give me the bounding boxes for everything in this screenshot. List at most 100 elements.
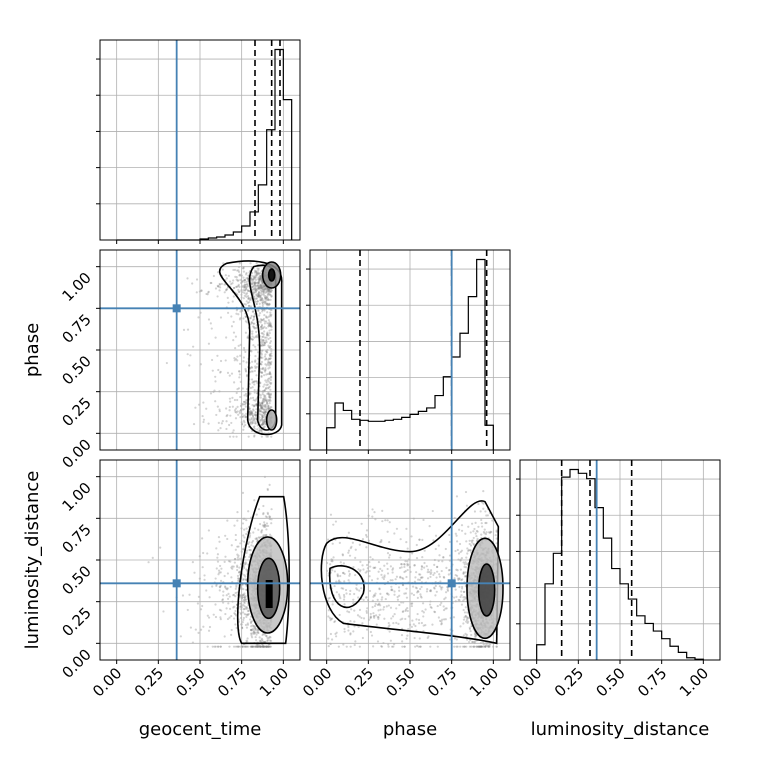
sample-point <box>369 612 372 616</box>
sample-point <box>348 554 352 557</box>
sample-point <box>480 645 483 648</box>
sample-point <box>440 588 443 591</box>
sample-point <box>238 376 241 379</box>
sample-point <box>269 645 272 648</box>
sample-point <box>372 645 375 648</box>
sample-point <box>263 420 266 423</box>
sample-point <box>369 615 372 618</box>
sample-point <box>261 415 264 419</box>
panel-hist-luminosity-distance <box>516 459 721 664</box>
sample-point <box>263 313 266 317</box>
sample-point <box>254 285 257 288</box>
sample-point <box>362 617 366 620</box>
sample-point <box>269 378 272 382</box>
sample-point <box>243 283 247 286</box>
sample-point <box>259 277 263 280</box>
sample-point <box>268 377 271 380</box>
sample-point <box>262 288 265 291</box>
sample-point <box>265 358 268 361</box>
sample-point <box>251 403 254 407</box>
sample-point <box>433 610 436 613</box>
sample-point <box>266 303 269 306</box>
sample-point <box>254 365 257 368</box>
sample-point <box>379 604 382 607</box>
sample-point <box>261 287 264 290</box>
sample-point <box>480 518 483 522</box>
tick-label-y: 1.00 <box>58 479 94 515</box>
sample-point <box>434 547 437 551</box>
sample-point <box>263 633 266 636</box>
sample-point <box>267 377 270 380</box>
sample-point <box>465 620 468 623</box>
sample-point <box>252 284 255 287</box>
sample-point <box>464 561 467 564</box>
sample-point <box>262 385 265 388</box>
sample-point <box>377 609 380 612</box>
sample-point <box>244 320 247 323</box>
sample-point <box>259 404 262 407</box>
sample-point <box>260 276 263 279</box>
sample-point <box>270 508 273 511</box>
sample-point <box>469 549 472 552</box>
sample-point <box>268 385 271 388</box>
sample-point <box>267 293 270 296</box>
sample-point <box>460 579 463 582</box>
sample-point <box>231 396 234 399</box>
sample-point <box>430 569 433 572</box>
sample-point <box>256 643 259 646</box>
sample-point <box>464 606 467 609</box>
sample-point <box>418 573 421 576</box>
sample-point <box>267 288 270 291</box>
sample-point <box>343 580 346 583</box>
sample-point <box>260 430 263 433</box>
sample-point <box>426 577 430 580</box>
sample-point <box>258 286 262 289</box>
sample-point <box>262 411 265 414</box>
sample-point <box>413 636 416 640</box>
sample-point <box>259 272 262 275</box>
sample-point <box>214 336 217 339</box>
sample-point <box>238 602 242 605</box>
sample-point <box>261 406 264 410</box>
sample-point <box>262 344 265 347</box>
sample-point <box>475 529 478 533</box>
sample-point <box>233 286 236 290</box>
sample-point <box>230 544 233 547</box>
sample-point <box>347 549 351 552</box>
sample-point <box>428 570 431 574</box>
sample-point <box>258 429 261 432</box>
sample-point <box>495 542 498 545</box>
sample-point <box>257 281 260 285</box>
sample-point <box>467 640 471 644</box>
sample-point <box>270 308 273 312</box>
sample-point <box>253 275 256 279</box>
sample-point <box>228 607 232 610</box>
sample-point <box>250 321 253 324</box>
sample-point <box>341 554 345 557</box>
sample-point <box>269 353 272 356</box>
sample-point <box>382 577 386 581</box>
sample-point <box>252 409 255 412</box>
sample-point <box>257 294 260 297</box>
sample-point <box>252 288 255 291</box>
contour-inner-bottom <box>265 409 278 431</box>
sample-point <box>228 435 232 438</box>
tick-label-y: 0.25 <box>58 394 94 430</box>
sample-point <box>486 644 489 647</box>
sample-point <box>269 293 272 296</box>
sample-point <box>234 533 237 537</box>
sample-point <box>458 585 461 589</box>
sample-point <box>404 560 407 563</box>
sample-point <box>259 275 262 278</box>
sample-point <box>462 634 465 637</box>
sample-point <box>252 325 255 328</box>
sample-point <box>257 286 260 289</box>
sample-point <box>252 275 255 278</box>
sample-point <box>464 614 467 618</box>
sample-point <box>433 611 437 614</box>
sample-point <box>257 293 260 296</box>
sample-point <box>266 334 269 337</box>
sample-point <box>235 278 238 281</box>
sample-point <box>365 570 369 573</box>
sample-point <box>268 483 271 486</box>
